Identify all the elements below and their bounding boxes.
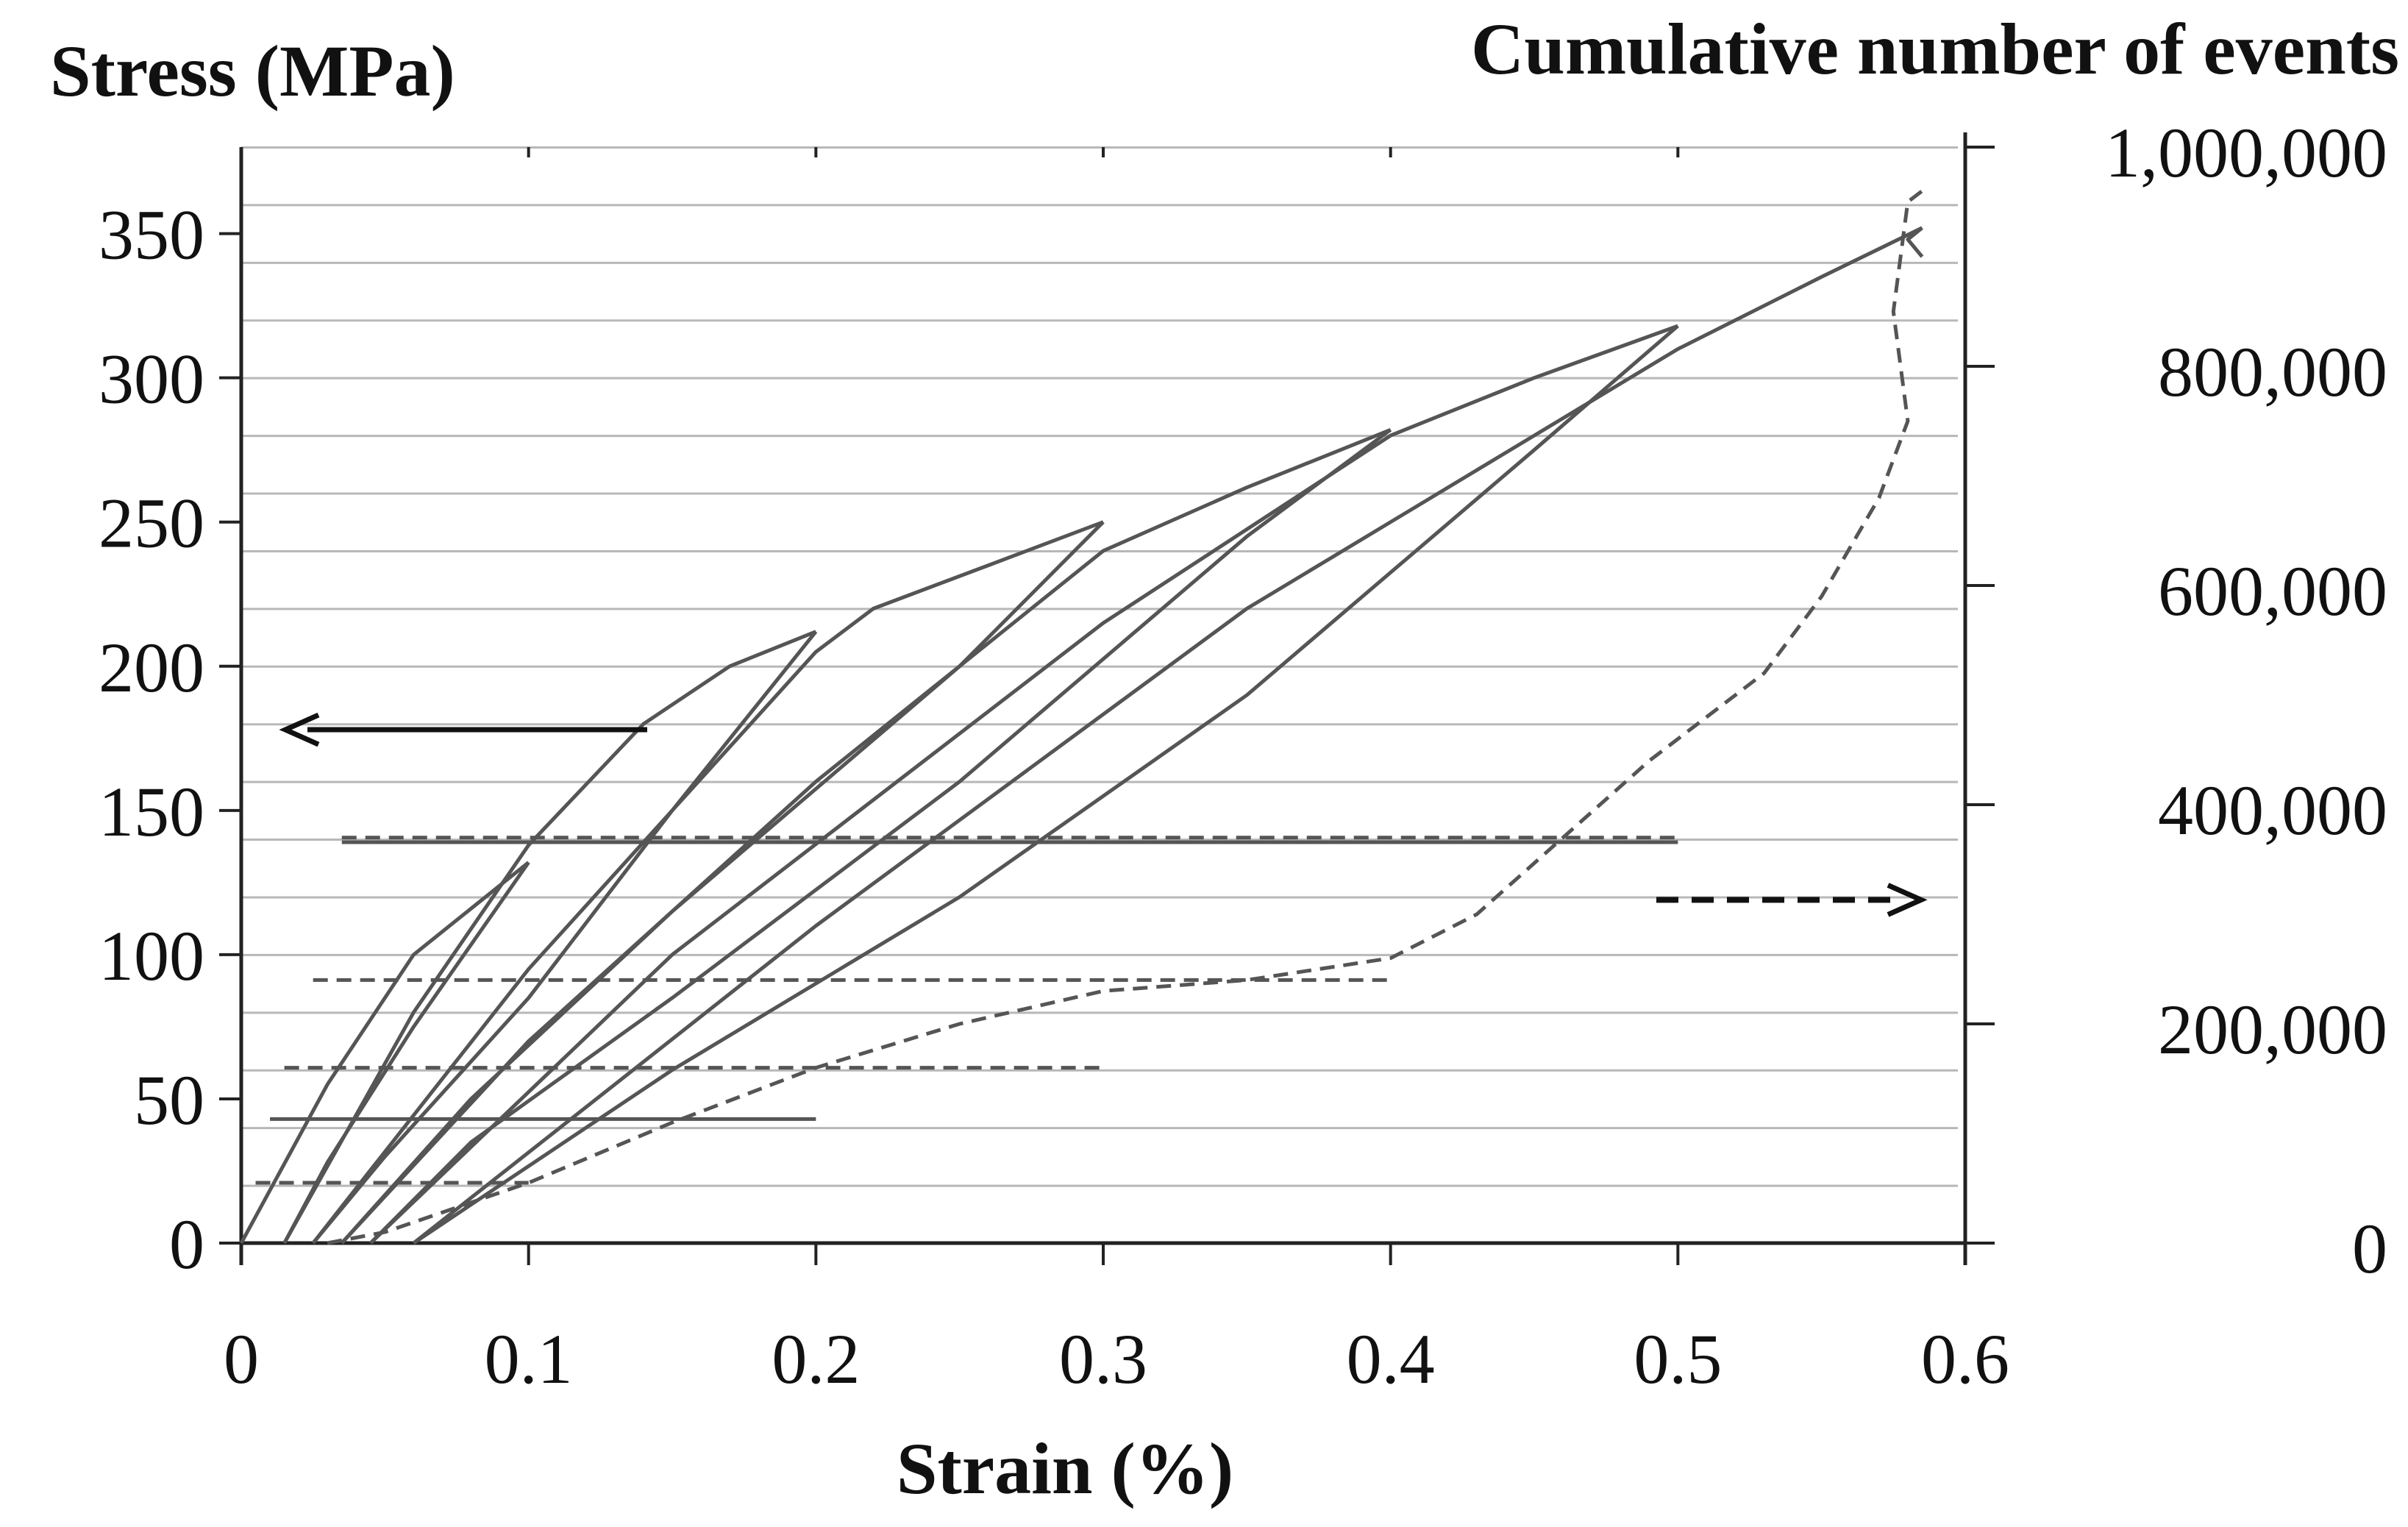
- x-tick-label: 0.2: [772, 1320, 860, 1398]
- right-tick-label: 800,000: [2158, 332, 2387, 411]
- events-curve: [327, 189, 1923, 1245]
- right-tick-label: 400,000: [2158, 771, 2387, 850]
- x-tick-label: 0.4: [1347, 1320, 1435, 1398]
- left-axis-title: Stress (MPa): [50, 30, 455, 112]
- axes: [219, 132, 1995, 1265]
- left-tick-label: 350: [99, 196, 204, 274]
- left-tick-label: 100: [99, 916, 204, 995]
- right-tick-label: 600,000: [2158, 552, 2387, 630]
- stress-cycle-segment: [311, 520, 1104, 1245]
- x-tick-label: 0.1: [485, 1320, 573, 1398]
- stress-cycle-segment: [413, 324, 1679, 1245]
- x-tick-label: 0.5: [1634, 1320, 1722, 1398]
- x-axis-title: Strain (%): [897, 1428, 1233, 1509]
- tick-labels: 0 0.1 0.2 0.3 0.4 0.5 0.6 0 50 100 150 200 250 300 350…: [99, 113, 2387, 1398]
- right-tick-label: 1,000,000: [2105, 113, 2387, 192]
- left-tick-label: 150: [99, 772, 204, 851]
- left-arrow-head: [279, 712, 320, 747]
- left-tick-label: 250: [99, 484, 204, 563]
- stress-cycle-segment: [282, 630, 817, 1245]
- stress-cycle-segment: [340, 520, 1105, 1245]
- right-tick-label: 0: [2352, 1209, 2387, 1288]
- gridlines: [241, 146, 1958, 1187]
- stress-cycle-segment: [311, 630, 818, 1245]
- stress-cycle-segment: [369, 324, 1679, 1245]
- stress-cycle-segment: [239, 861, 530, 1245]
- stress-cycle-segment: [1906, 226, 1924, 258]
- left-tick-label: 300: [99, 340, 204, 419]
- left-tick-label: 200: [99, 628, 204, 707]
- right-axis-title: Cumulative number of events: [1471, 8, 2399, 90]
- x-tick-label: 0.3: [1059, 1320, 1147, 1398]
- x-tick-label: 0: [224, 1320, 259, 1398]
- left-tick-label: 50: [134, 1061, 204, 1139]
- right-arrow-head: [1887, 883, 1928, 917]
- left-tick-label: 0: [169, 1205, 204, 1284]
- annotations: [279, 712, 1928, 917]
- series: [239, 189, 1924, 1245]
- right-tick-label: 200,000: [2158, 990, 2387, 1069]
- x-tick-label: 0.6: [1921, 1320, 2009, 1398]
- events-series: [255, 189, 1923, 1245]
- stress-cycle-segment: [340, 427, 1392, 1245]
- stress-series: [239, 226, 1924, 1245]
- stress-cycle-segment: [369, 428, 1392, 1245]
